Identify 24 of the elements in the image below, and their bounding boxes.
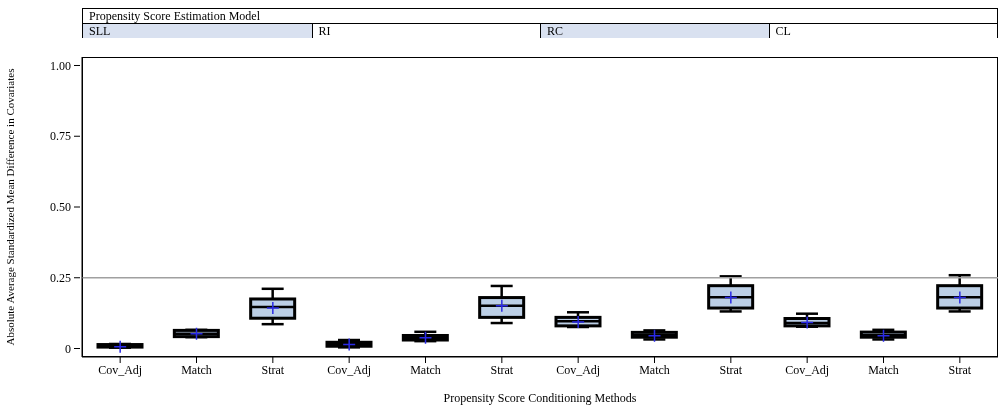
x-tick-label: Match <box>868 362 899 377</box>
x-tick-label: Match <box>410 362 441 377</box>
x-tick-label: Strat <box>490 362 514 377</box>
y-axis-title: Absolute Average Standardized Mean Difference in Covariates <box>4 68 16 346</box>
text: RI <box>311 24 540 38</box>
y-tick-label: 0.50 <box>50 200 71 215</box>
y-tick-label: 0 <box>65 341 71 356</box>
text: RC <box>540 24 769 38</box>
x-tick-label: Cov_Adj <box>98 362 143 377</box>
text: CL <box>768 24 997 38</box>
chart-title: Propensity Score Estimation Model <box>83 9 997 24</box>
x-tick-label: Strat <box>261 362 285 377</box>
x-tick-label: Match <box>639 362 670 377</box>
x-tick-label: Cov_Adj <box>327 362 372 377</box>
y-tick-label: 0.75 <box>50 129 71 144</box>
x-tick-label: Strat <box>719 362 743 377</box>
x-tick-label: Cov_Adj <box>556 362 601 377</box>
y-tick-label: 0.25 <box>50 270 71 285</box>
x-axis-title: Propensity Score Conditioning Methods <box>442 391 638 406</box>
x-tick-label: Cov_Adj <box>785 362 830 377</box>
text: SLL <box>83 24 312 38</box>
x-tick-label: Strat <box>948 362 972 377</box>
y-tick-label: 1.00 <box>50 58 71 73</box>
x-tick-label: Match <box>181 362 212 377</box>
